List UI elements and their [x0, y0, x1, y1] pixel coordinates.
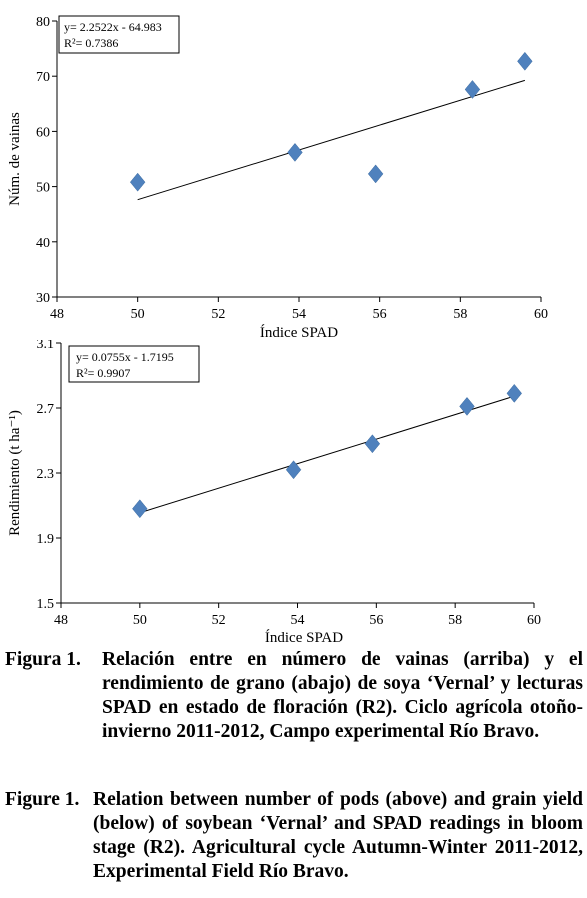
x-tick-label: 58 — [453, 307, 467, 322]
y-ticks: 1.5 1.9 2.3 2.7 3.1 — [37, 340, 61, 612]
equation-box: y= 2.2522x - 64.983 R²= 0.7386 — [58, 15, 180, 54]
data-point-diamond — [506, 383, 522, 403]
x-tick-label: 60 — [534, 307, 548, 322]
x-ticks: 48 50 52 54 56 58 60 — [50, 297, 548, 322]
x-axis-label: Índice SPAD — [260, 324, 338, 341]
equation-label: y= 2.2522x - 64.983 — [64, 20, 162, 34]
x-tick-label: 48 — [50, 307, 64, 322]
data-point-diamond — [364, 434, 381, 454]
data-point-diamond — [132, 499, 148, 519]
caption-lead: Figure 1. — [5, 789, 80, 810]
plot-area: 30 40 50 60 70 80 48 50 52 54 56 58 60 — [36, 15, 548, 322]
figure-caption-spanish: Figura 1. Relación entre en número de va… — [5, 648, 583, 788]
y-tick-label: 60 — [36, 125, 50, 140]
data-point-diamond — [129, 172, 146, 192]
y-tick-label: 70 — [36, 70, 50, 85]
figure-caption-english: Figure 1. Relation between number of pod… — [5, 788, 583, 898]
data-point-diamond — [285, 460, 302, 480]
x-tick-label: 56 — [373, 307, 387, 322]
x-tick-label: 60 — [527, 613, 541, 628]
data-point-diamond — [464, 80, 481, 99]
x-tick-label: 52 — [212, 613, 226, 628]
x-ticks: 48 50 52 54 56 58 60 — [54, 603, 541, 628]
x-tick-label: 52 — [211, 307, 225, 322]
y-tick-label: 1.5 — [37, 597, 55, 612]
caption-lead: Figura 1. — [5, 649, 81, 670]
y-tick-label: 30 — [36, 291, 50, 306]
x-tick-label: 50 — [131, 307, 145, 322]
x-tick-label: 54 — [292, 307, 306, 322]
data-points — [132, 383, 522, 519]
y-axis-label: Rendimiento (t ha⁻¹) — [7, 410, 23, 536]
trendline — [137, 79, 526, 201]
caption-text: Relation between number of pods (above) … — [93, 789, 583, 882]
data-point-diamond — [287, 142, 303, 162]
plot-area: 1.5 1.9 2.3 2.7 3.1 48 50 52 54 56 58 60 — [37, 340, 542, 628]
x-tick-label: 50 — [133, 613, 147, 628]
y-tick-label: 1.9 — [37, 532, 55, 547]
y-tick-label: 2.7 — [37, 402, 55, 417]
equation-label: y= 0.0755x - 1.7195 — [76, 350, 174, 364]
equation-box: y= 0.0755x - 1.7195 R²= 0.9907 — [68, 345, 200, 383]
chart-pods-vs-spad: 30 40 50 60 70 80 48 50 52 54 56 58 60 y= 2.2522x -… — [7, 15, 548, 341]
trendline-line — [137, 79, 526, 201]
y-tick-label: 80 — [36, 15, 50, 30]
x-tick-label: 56 — [369, 613, 383, 628]
r2-label: R²= 0.7386 — [64, 36, 118, 50]
y-axis-label: Núm. de vainas — [7, 112, 23, 206]
data-point-diamond — [459, 396, 475, 416]
x-tick-label: 58 — [448, 613, 462, 628]
data-point-diamond — [367, 164, 384, 184]
y-tick-label: 50 — [36, 181, 50, 196]
x-tick-label: 54 — [291, 613, 305, 628]
y-tick-label: 3.1 — [37, 340, 55, 352]
data-point-diamond — [517, 51, 533, 71]
y-tick-label: 40 — [36, 236, 50, 251]
caption-text: Relación entre en número de vainas (arri… — [102, 649, 583, 742]
y-tick-label: 2.3 — [37, 467, 55, 482]
y-ticks: 30 40 50 60 70 80 — [36, 15, 57, 306]
trendline-line — [139, 395, 515, 514]
trendline — [139, 395, 515, 514]
x-tick-label: 48 — [54, 613, 68, 628]
data-points — [129, 51, 533, 192]
r2-label: R²= 0.9907 — [76, 366, 130, 380]
chart-yield-vs-spad: 1.5 1.9 2.3 2.7 3.1 48 50 52 54 56 58 60 y= 0.0755… — [7, 340, 542, 645]
x-axis-label: Índice SPAD — [265, 629, 343, 645]
